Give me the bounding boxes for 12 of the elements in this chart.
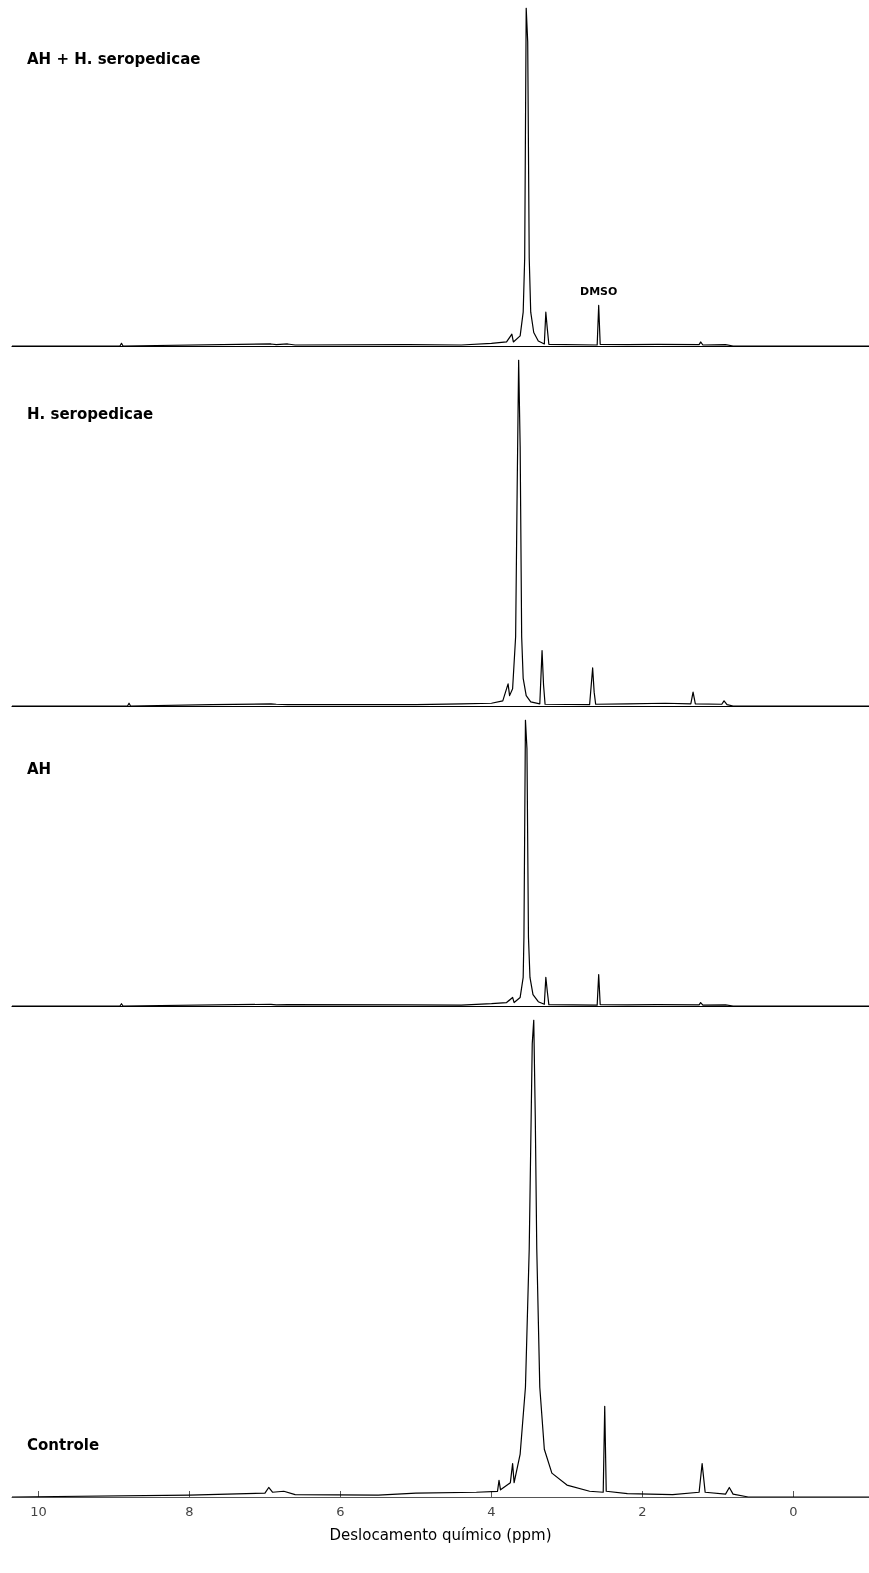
x-tick-label: 4 [487,1504,496,1519]
x-tick-label: 0 [789,1504,798,1519]
x-tick-label: 6 [336,1504,345,1519]
text: H. seropedicae [27,404,154,423]
x-tick-label: 2 [638,1504,647,1519]
annotation: DMSO [580,285,618,299]
x-tick-label: 8 [185,1504,194,1519]
x-tick-label: 10 [30,1504,47,1519]
text: AH [27,759,52,778]
x-axis-title: Deslocamento químico (ppm) [329,1525,552,1544]
text: Controle [27,1435,100,1454]
text: AH + H. seropedicae [27,49,201,68]
